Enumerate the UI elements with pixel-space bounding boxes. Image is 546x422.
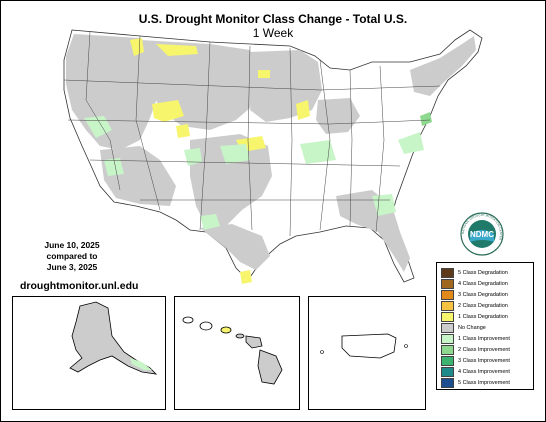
alaska-map: [69, 301, 158, 375]
legend-item: No Change: [441, 322, 533, 334]
legend-label: 5 Class Improvement: [458, 380, 510, 386]
hawaii-inset: [174, 296, 300, 410]
legend-swatch: [441, 378, 454, 388]
legend-label: 3 Class Improvement: [458, 358, 510, 364]
legend-item: 4 Class Improvement: [441, 366, 533, 378]
legend-label: 5 Class Degradation: [458, 270, 508, 276]
improvement-ohio-valley: [300, 140, 336, 164]
legend-swatch: [441, 367, 454, 377]
legend-label: No Change: [458, 325, 486, 331]
legend-item: 1 Class Improvement: [441, 333, 533, 345]
legend-label: 1 Class Degradation: [458, 314, 508, 320]
source-url[interactable]: droughtmonitor.unl.edu: [20, 280, 139, 292]
degradation-sd: [258, 70, 270, 78]
no-change-midwest: [316, 98, 360, 134]
no-change-northeast: [410, 36, 476, 96]
improvement-utah: [84, 116, 112, 138]
improvement-midatlantic: [398, 132, 424, 154]
legend-item: 5 Class Improvement: [441, 377, 533, 389]
degradation-colorado: [176, 124, 190, 138]
map-title: U.S. Drought Monitor Class Change - Tota…: [138, 12, 408, 26]
legend-label: 1 Class Improvement: [458, 336, 510, 342]
no-change-texas: [200, 224, 270, 270]
legend-swatch: [441, 290, 454, 300]
improvement-az: [104, 158, 124, 176]
legend-swatch: [441, 334, 454, 344]
ndmc-logo-icon: NDMC NATIONAL DROUGHT MITIGATION CENTER: [460, 212, 504, 256]
legend-swatch: [441, 301, 454, 311]
legend-swatch: [441, 323, 454, 333]
legend-item: 2 Class Degradation: [441, 300, 533, 312]
hawaii-map: [182, 316, 283, 385]
date-previous: June 3, 2025: [46, 262, 98, 272]
legend-swatch: [441, 268, 454, 278]
legend-label: 4 Class Degradation: [458, 281, 508, 287]
legend-item: 2 Class Improvement: [441, 344, 533, 356]
legend: 5 Class Degradation 4 Class Degradation 3 …: [436, 262, 534, 390]
map-subtitle: 1 Week: [252, 26, 294, 40]
legend-label: 4 Class Improvement: [458, 369, 510, 375]
legend-label: 2 Class Degradation: [458, 303, 508, 309]
state-boundaries: [63, 31, 441, 237]
puerto-rico-map: [320, 333, 408, 359]
legend-swatch: [441, 356, 454, 366]
logo-text: NDMC: [470, 230, 494, 239]
legend-item: 3 Class Improvement: [441, 355, 533, 367]
date-current: June 10, 2025: [44, 240, 100, 250]
improvement-kansas: [220, 144, 250, 164]
compared-to-label: compared to: [46, 251, 98, 261]
no-change-south-plains: [190, 134, 272, 226]
improvement-texas: [200, 214, 220, 230]
degradation-wyoming: [152, 100, 184, 122]
degradation-iowa: [296, 100, 310, 120]
improvement-2class-ny: [420, 112, 432, 126]
conus-map: [63, 29, 483, 284]
improvement-colorado: [184, 148, 202, 166]
legend-label: 3 Class Degradation: [458, 292, 508, 298]
legend-swatch: [441, 279, 454, 289]
legend-item: 1 Class Degradation: [441, 311, 533, 323]
degradation-texas-coast: [240, 270, 252, 284]
legend-swatch: [441, 345, 454, 355]
date-block: June 10, 2025 compared to June 3, 2025: [36, 240, 108, 273]
legend-item: 5 Class Degradation: [441, 267, 533, 279]
degradation-montana: [156, 44, 198, 56]
legend-item: 3 Class Degradation: [441, 289, 533, 301]
legend-swatch: [441, 312, 454, 322]
degradation-idaho-mt: [130, 38, 144, 56]
legend-item: 4 Class Degradation: [441, 278, 533, 290]
legend-label: 2 Class Improvement: [458, 347, 510, 353]
